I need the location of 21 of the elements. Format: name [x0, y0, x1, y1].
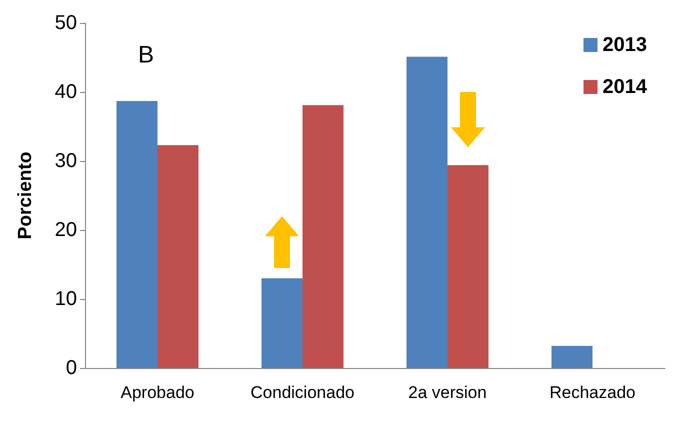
x-tick-label: Condicionado: [250, 383, 354, 402]
bar: [552, 346, 592, 368]
y-axis-title: Porciento: [15, 152, 36, 240]
bar: [262, 278, 302, 368]
bar: [158, 145, 198, 368]
x-tick-label: Aprobado: [120, 383, 194, 402]
y-tick-label: 20: [54, 219, 77, 241]
y-tick-label: 40: [54, 81, 77, 103]
bar: [116, 100, 158, 368]
bar: [448, 165, 488, 368]
y-tick-label: 0: [66, 357, 77, 379]
x-tick-label: 2a version: [408, 383, 487, 402]
bar: [302, 105, 344, 368]
bar: [406, 56, 448, 368]
legend-label: 2014: [602, 76, 648, 98]
x-tick-label: Rechazado: [549, 383, 636, 402]
y-tick-label: 30: [54, 150, 77, 172]
annotation: B: [138, 42, 154, 68]
y-tick-label: 50: [54, 12, 77, 34]
legend-label: 2013: [602, 34, 648, 56]
y-tick-label: 10: [54, 288, 77, 310]
